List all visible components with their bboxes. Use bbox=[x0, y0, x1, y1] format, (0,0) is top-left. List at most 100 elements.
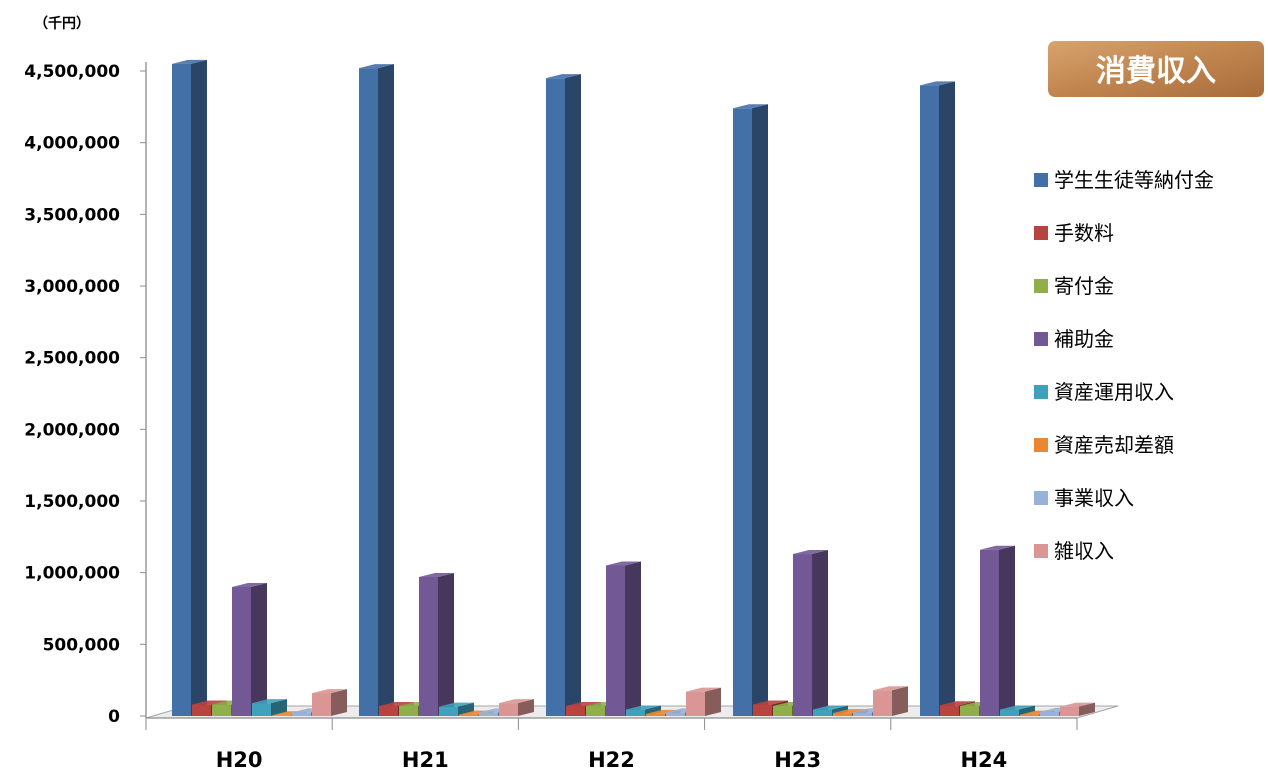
y-tick-label: 0 bbox=[108, 707, 120, 727]
bar-side bbox=[625, 561, 641, 716]
bar-top bbox=[379, 701, 414, 706]
unit-label: （千円） bbox=[34, 15, 90, 32]
bar bbox=[920, 81, 955, 717]
bar bbox=[1060, 702, 1095, 716]
x-category-label: H24 bbox=[960, 748, 1007, 771]
bar-front bbox=[960, 705, 979, 716]
legend-label: 事業収入 bbox=[1054, 486, 1134, 510]
legend-label: 手数料 bbox=[1054, 221, 1114, 245]
bar-front bbox=[586, 705, 605, 716]
bar-top bbox=[439, 702, 474, 707]
bar-front bbox=[666, 712, 685, 716]
bar-front bbox=[626, 709, 645, 716]
bar-top bbox=[646, 709, 681, 714]
bar-top bbox=[192, 700, 227, 705]
bar-front bbox=[980, 549, 999, 716]
legend-item: 雑収入 bbox=[1034, 539, 1114, 563]
bar-front bbox=[546, 78, 565, 716]
bar bbox=[312, 689, 347, 716]
title-badge: 消費収入 bbox=[1048, 41, 1264, 97]
bar-front bbox=[733, 108, 752, 717]
legend-label: 資産売却差額 bbox=[1054, 433, 1174, 457]
bar bbox=[606, 561, 641, 716]
bar-front bbox=[312, 693, 331, 716]
bar-front bbox=[833, 713, 852, 716]
bar-front bbox=[399, 705, 418, 716]
bar-front bbox=[813, 709, 832, 716]
bar-front bbox=[359, 68, 378, 717]
bar bbox=[873, 686, 908, 716]
bar-front bbox=[499, 703, 518, 716]
y-tick-label: 1,000,000 bbox=[24, 564, 120, 584]
legend-item: 事業収入 bbox=[1034, 486, 1134, 510]
bar-side bbox=[1019, 705, 1035, 716]
bar-side bbox=[1079, 702, 1095, 716]
bar-front bbox=[419, 576, 438, 716]
bar-top bbox=[566, 701, 601, 706]
bar-top bbox=[940, 701, 975, 706]
bar bbox=[172, 59, 207, 717]
bar-front bbox=[439, 706, 458, 716]
bar-top bbox=[813, 705, 848, 710]
legend-item: 資産売却差額 bbox=[1034, 433, 1174, 457]
bar bbox=[252, 699, 287, 716]
legend-label: 寄付金 bbox=[1054, 274, 1114, 298]
bar-front bbox=[793, 554, 812, 716]
legend-swatch bbox=[1034, 491, 1048, 505]
legend-swatch bbox=[1034, 173, 1048, 187]
y-tick-label: 1,500,000 bbox=[24, 492, 120, 512]
bar-front bbox=[773, 705, 792, 716]
bar-top bbox=[920, 81, 955, 86]
bar-front bbox=[686, 691, 705, 716]
bar-side bbox=[892, 686, 908, 716]
bar-side bbox=[939, 81, 955, 717]
bar-side bbox=[271, 699, 287, 716]
y-tick-label: 3,000,000 bbox=[24, 277, 120, 297]
chart-title: 消費収入 bbox=[1096, 54, 1216, 89]
bar-front bbox=[172, 63, 191, 717]
bar bbox=[793, 550, 828, 716]
title-badge-background bbox=[1048, 41, 1264, 97]
bar-top bbox=[833, 709, 868, 714]
bar-front bbox=[192, 704, 211, 716]
bar-top bbox=[626, 705, 661, 710]
bar-top bbox=[1000, 705, 1035, 710]
bar bbox=[419, 572, 454, 716]
bar-front bbox=[232, 587, 251, 716]
y-tick-label: 2,500,000 bbox=[24, 349, 120, 369]
bar-side bbox=[518, 699, 534, 716]
bar-side bbox=[438, 572, 454, 716]
bar-top bbox=[312, 689, 347, 694]
legend-swatch bbox=[1034, 279, 1048, 293]
bar-side bbox=[752, 104, 768, 717]
bar-top bbox=[606, 561, 641, 566]
y-tick-label: 4,000,000 bbox=[24, 134, 120, 154]
bar-front bbox=[566, 705, 585, 716]
bar bbox=[546, 74, 581, 716]
bar-top bbox=[686, 687, 721, 692]
bar-top bbox=[546, 74, 581, 79]
bar bbox=[1000, 705, 1035, 716]
bar-front bbox=[1040, 711, 1059, 716]
bar-front bbox=[1000, 709, 1019, 716]
bar-front bbox=[379, 705, 398, 716]
y-tick-label: 3,500,000 bbox=[24, 205, 120, 225]
legend-label: 雑収入 bbox=[1054, 539, 1114, 563]
y-tick-label: 2,000,000 bbox=[24, 420, 120, 440]
bar-front bbox=[753, 704, 772, 716]
bar-front bbox=[1020, 714, 1039, 716]
bar-front bbox=[479, 712, 498, 716]
bar-top bbox=[1060, 702, 1095, 707]
legend-label: 学生生徒等納付金 bbox=[1054, 168, 1214, 192]
x-category-label: H20 bbox=[216, 748, 263, 771]
bar-front bbox=[252, 703, 271, 716]
bar-side bbox=[812, 550, 828, 716]
legend-label: 資産運用収入 bbox=[1054, 380, 1174, 404]
bar-side bbox=[191, 59, 207, 717]
bar-top bbox=[873, 686, 908, 691]
bar-front bbox=[292, 712, 311, 716]
bar-top bbox=[232, 583, 267, 587]
legend-swatch bbox=[1034, 438, 1048, 452]
legend-item: 手数料 bbox=[1034, 221, 1114, 245]
